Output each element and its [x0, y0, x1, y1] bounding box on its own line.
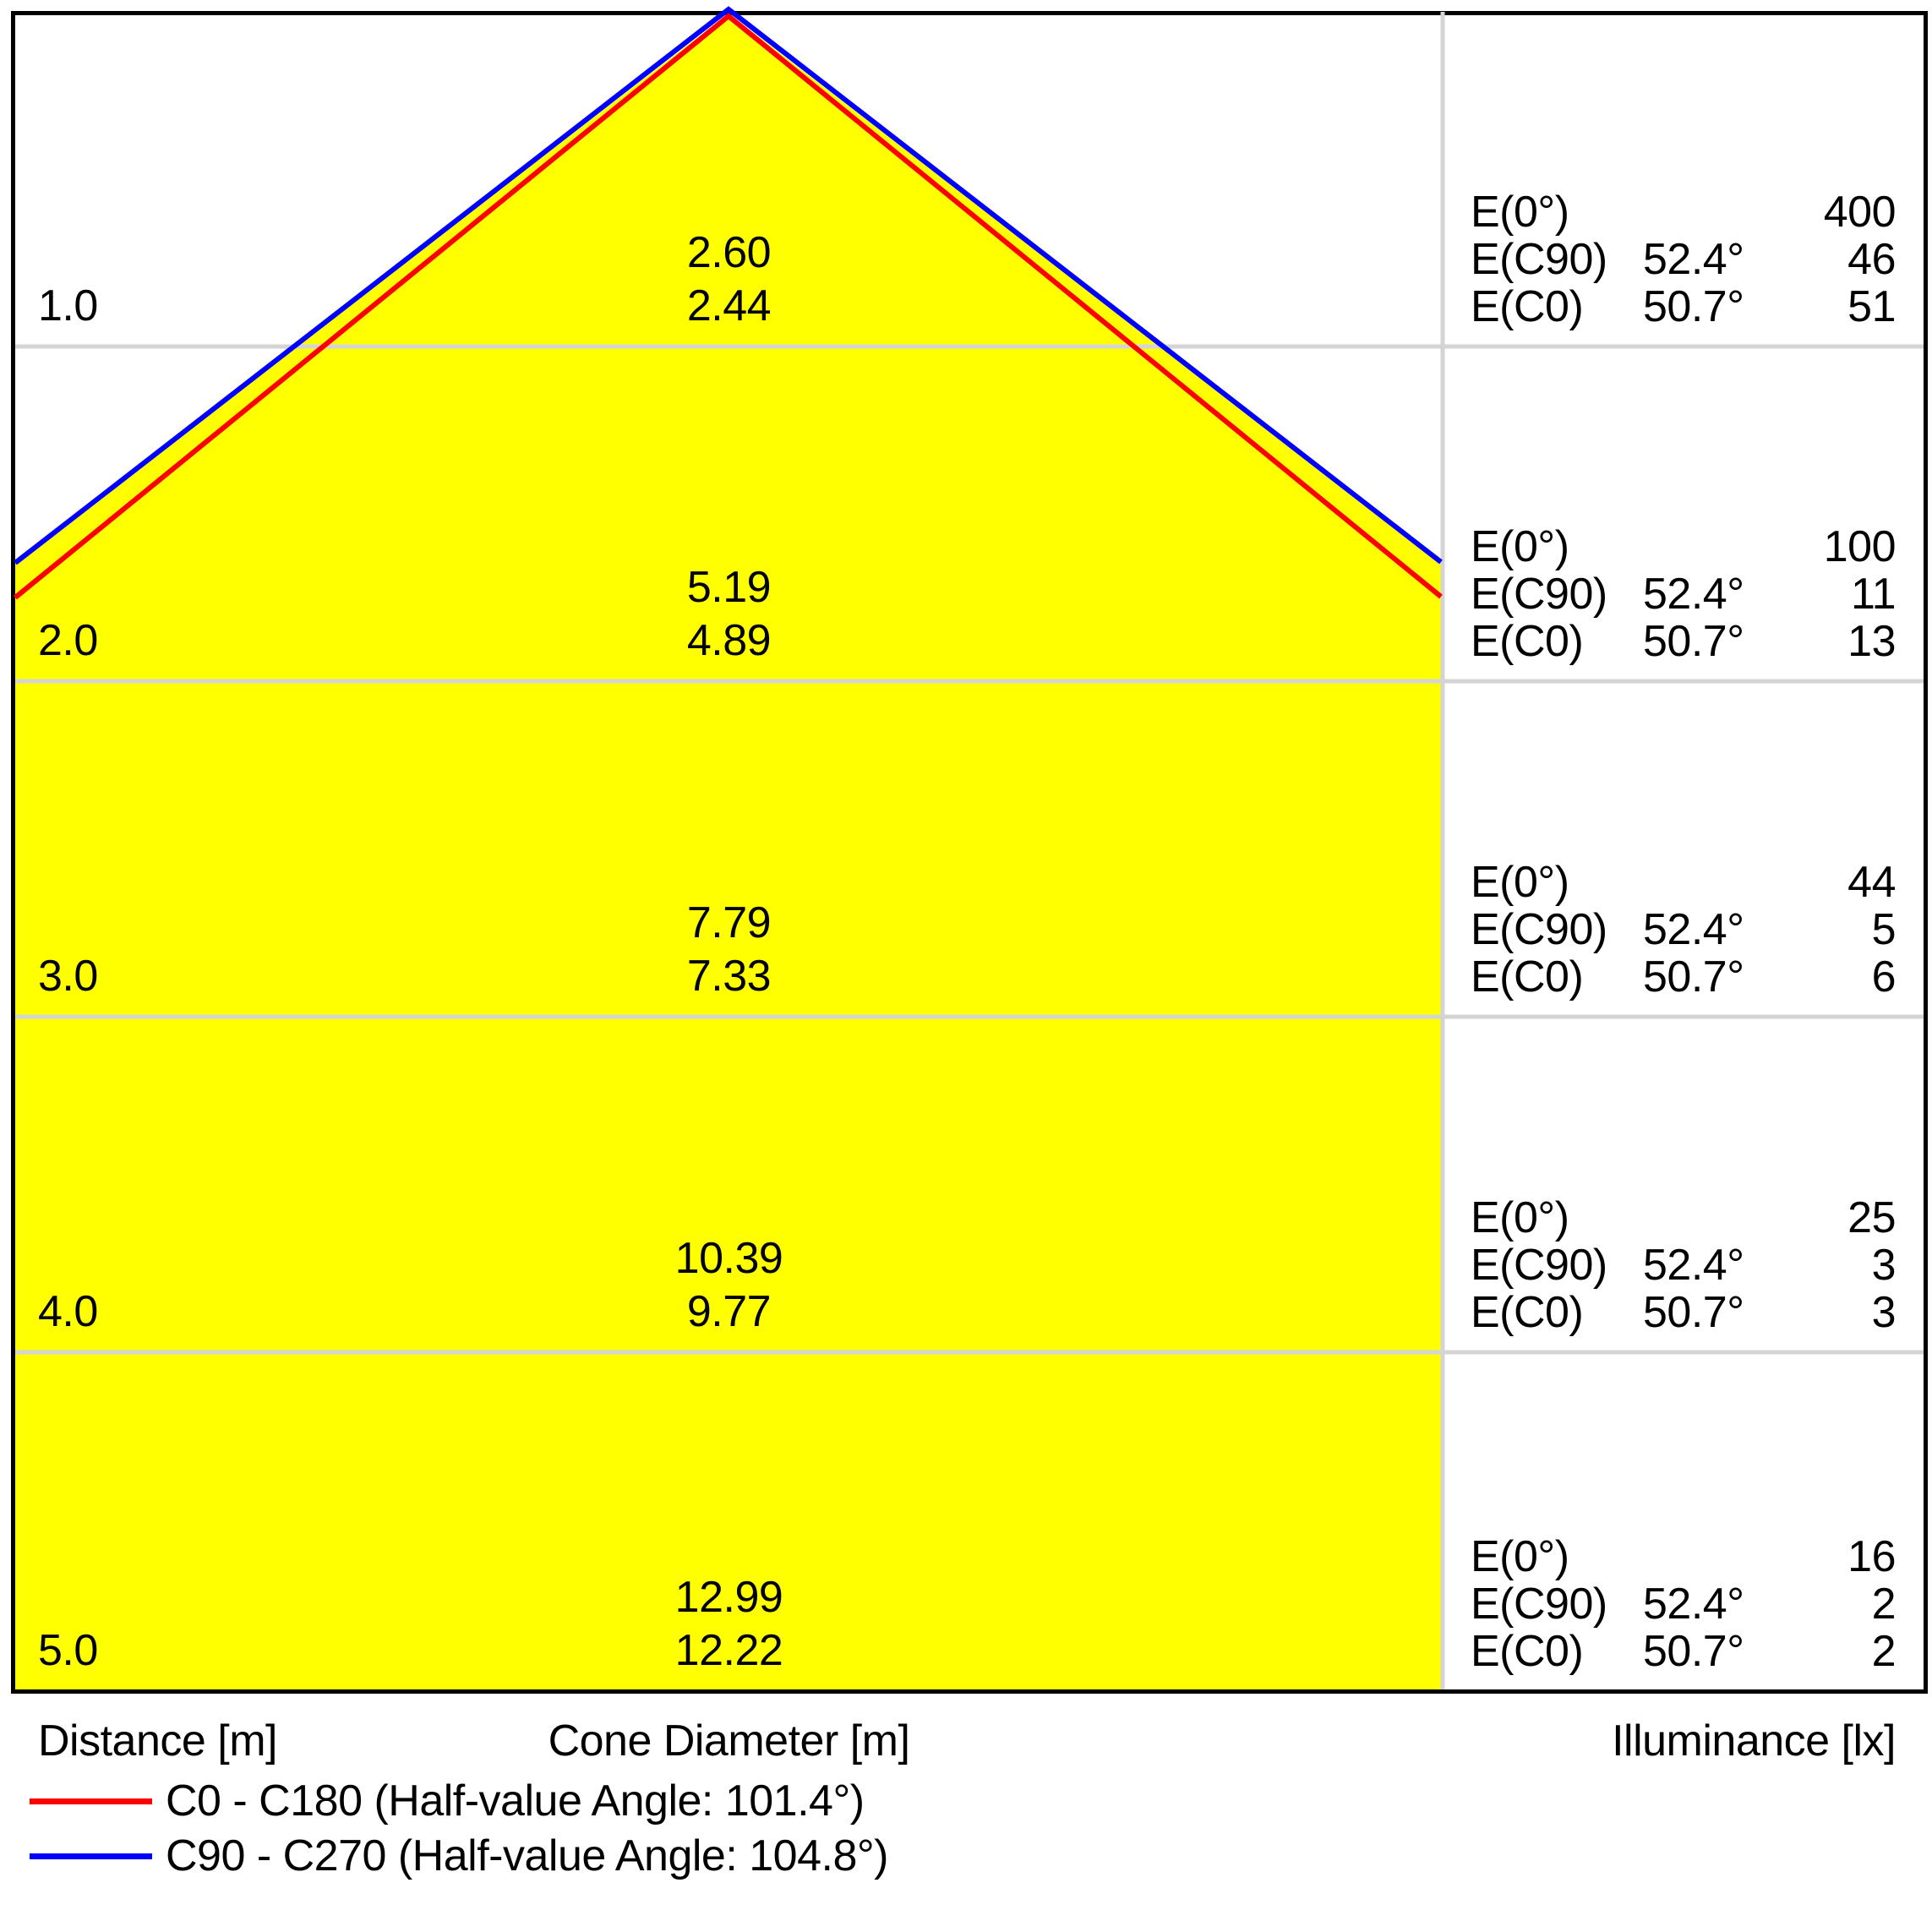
- legend-item-c90-c270: C90 - C270 (Half-value Angle: 104.8°): [166, 1831, 889, 1880]
- ec0-row: E(C0) 50.7° 13: [1471, 618, 1896, 665]
- ec0-row: E(C0) 50.7° 3: [1471, 1288, 1897, 1337]
- ec90-row: E(C90) 52.4° 46: [1471, 236, 1896, 283]
- ec90-row: E(C90) 52.4° 5: [1471, 905, 1897, 954]
- diagram-border: [11, 11, 1928, 1694]
- distance-label-3m: 3.0: [38, 952, 98, 1001]
- e0-value: 400: [1823, 188, 1897, 237]
- ec0-angle: 50.7°: [1643, 1288, 1744, 1337]
- ec0-value: 13: [1847, 617, 1896, 666]
- e0-value: 25: [1847, 1193, 1896, 1242]
- ec0-label: E(C0): [1471, 952, 1584, 1001]
- ec90-value: 11: [1851, 570, 1896, 619]
- e0-value: 16: [1847, 1532, 1896, 1581]
- distance-label-1m: 1.0: [38, 281, 98, 330]
- cone-diameter-labels-5m: 12.99 12.22: [15, 1571, 1443, 1678]
- ec90-angle: 52.4°: [1643, 235, 1744, 284]
- ec0-row: E(C0) 50.7° 2: [1471, 1627, 1897, 1676]
- ec0-value: 3: [1871, 1288, 1897, 1337]
- cone-diameter-c90-1m: 2.60: [686, 228, 772, 277]
- table-divider-line: [1440, 12, 1445, 1689]
- ec0-row: E(C0) 50.7° 6: [1471, 952, 1897, 1001]
- e0-row: E(0°) 100: [1471, 522, 1897, 571]
- cone-diameter-c0-1m: 2.44: [686, 281, 772, 330]
- ec0-angle: 50.7°: [1643, 282, 1744, 331]
- cone-diameter-c0-4m: 9.77: [686, 1287, 772, 1336]
- illuminance-block-1m: E(0°) 400 E(C90) 52.4° 46 E(C0) 50.7° 51: [1471, 188, 1897, 330]
- illuminance-block-3m: E(0°) 44 E(C90) 52.4° 5 E(C0) 50.7° 6: [1471, 859, 1897, 1001]
- ec90-label: E(C90): [1471, 905, 1607, 954]
- cone-diameter-c90-2m: 5.19: [686, 563, 772, 612]
- ec0-label: E(C0): [1471, 282, 1584, 331]
- illuminance-block-4m: E(0°) 25 E(C90) 52.4° 3 E(C0) 50.7° 3: [1471, 1194, 1897, 1337]
- e0-label: E(0°): [1471, 858, 1569, 907]
- ec0-value: 2: [1871, 1627, 1897, 1676]
- distance-label-4m: 4.0: [38, 1287, 98, 1336]
- distance-label-5m: 5.0: [38, 1626, 98, 1675]
- light-cone-fill: [15, 14, 1441, 1689]
- cone-diameter-c0-5m: 12.22: [674, 1626, 783, 1675]
- illuminance-axis-title: Illuminance [lx]: [1612, 1716, 1896, 1766]
- ec90-row: E(C90) 52.4° 3: [1471, 1241, 1897, 1290]
- c90-c270-legend-swatch-icon: [30, 1853, 152, 1859]
- ec0-value: 6: [1871, 952, 1897, 1001]
- ec90-label: E(C90): [1471, 1241, 1607, 1290]
- cone-diameter-labels-1m: 2.60 2.44: [15, 226, 1443, 333]
- ec0-angle: 50.7°: [1643, 617, 1744, 666]
- ec90-row: E(C90) 52.4° 2: [1471, 1580, 1897, 1629]
- ec90-value: 5: [1871, 905, 1897, 954]
- distance-label-2m: 2.0: [38, 616, 98, 665]
- cone-diameter-c90-3m: 7.79: [686, 898, 772, 947]
- ec90-value: 3: [1871, 1241, 1897, 1290]
- legend-item-c0-c180: C0 - C180 (Half-value Angle: 101.4°): [166, 1776, 865, 1826]
- cone-diameter-labels-2m: 5.19 4.89: [15, 561, 1443, 668]
- ec90-label: E(C90): [1471, 1580, 1607, 1629]
- cone-diameter-labels-4m: 10.39 9.77: [15, 1232, 1443, 1339]
- distance-axis-title: Distance [m]: [38, 1716, 277, 1766]
- cone-diameter-c90-4m: 10.39: [674, 1234, 783, 1283]
- ec0-label: E(C0): [1471, 617, 1584, 666]
- ec0-value: 51: [1847, 282, 1896, 331]
- e0-label: E(0°): [1471, 188, 1569, 237]
- c0-c180-beam-line: [14, 13, 1443, 600]
- cone-diameter-axis-title: Cone Diameter [m]: [548, 1716, 910, 1766]
- ec90-angle: 52.4°: [1643, 570, 1744, 619]
- ec0-row: E(C0) 50.7° 51: [1471, 283, 1896, 330]
- e0-row: E(0°) 400: [1471, 188, 1897, 237]
- ec90-row: E(C90) 52.4° 11: [1471, 570, 1896, 618]
- e0-label: E(0°): [1471, 522, 1569, 571]
- e0-row: E(0°) 44: [1471, 859, 1896, 906]
- ec90-angle: 52.4°: [1643, 1241, 1744, 1290]
- ec90-label: E(C90): [1471, 570, 1607, 619]
- e0-row: E(0°) 16: [1471, 1533, 1896, 1580]
- c0-c180-legend-swatch-icon: [30, 1798, 152, 1804]
- ec0-angle: 50.7°: [1643, 1627, 1744, 1676]
- e0-value: 100: [1823, 522, 1897, 571]
- e0-value: 44: [1847, 858, 1896, 907]
- e0-label: E(0°): [1471, 1532, 1569, 1581]
- e0-row: E(0°) 25: [1471, 1194, 1896, 1242]
- ec90-value: 2: [1871, 1580, 1897, 1629]
- illuminance-block-5m: E(0°) 16 E(C90) 52.4° 2 E(C0) 50.7° 2: [1471, 1533, 1897, 1676]
- distance-grid-lines: [15, 344, 1924, 1355]
- ec0-label: E(C0): [1471, 1288, 1584, 1337]
- illuminance-block-2m: E(0°) 100 E(C90) 52.4° 11 E(C0) 50.7° 13: [1471, 522, 1897, 665]
- ec90-label: E(C90): [1471, 235, 1607, 284]
- ec90-angle: 52.4°: [1643, 905, 1744, 954]
- cone-diameter-c0-3m: 7.33: [686, 952, 772, 1001]
- ec90-angle: 52.4°: [1643, 1580, 1744, 1629]
- ec0-label: E(C0): [1471, 1627, 1584, 1676]
- ec90-value: 46: [1847, 235, 1896, 284]
- c90-c270-beam-line: [14, 6, 1443, 565]
- ec0-angle: 50.7°: [1643, 952, 1744, 1001]
- cone-diameter-c0-2m: 4.89: [686, 616, 772, 665]
- cone-diameter-c90-5m: 12.99: [674, 1573, 783, 1622]
- e0-label: E(0°): [1471, 1193, 1569, 1242]
- cone-diameter-labels-3m: 7.79 7.33: [15, 897, 1443, 1003]
